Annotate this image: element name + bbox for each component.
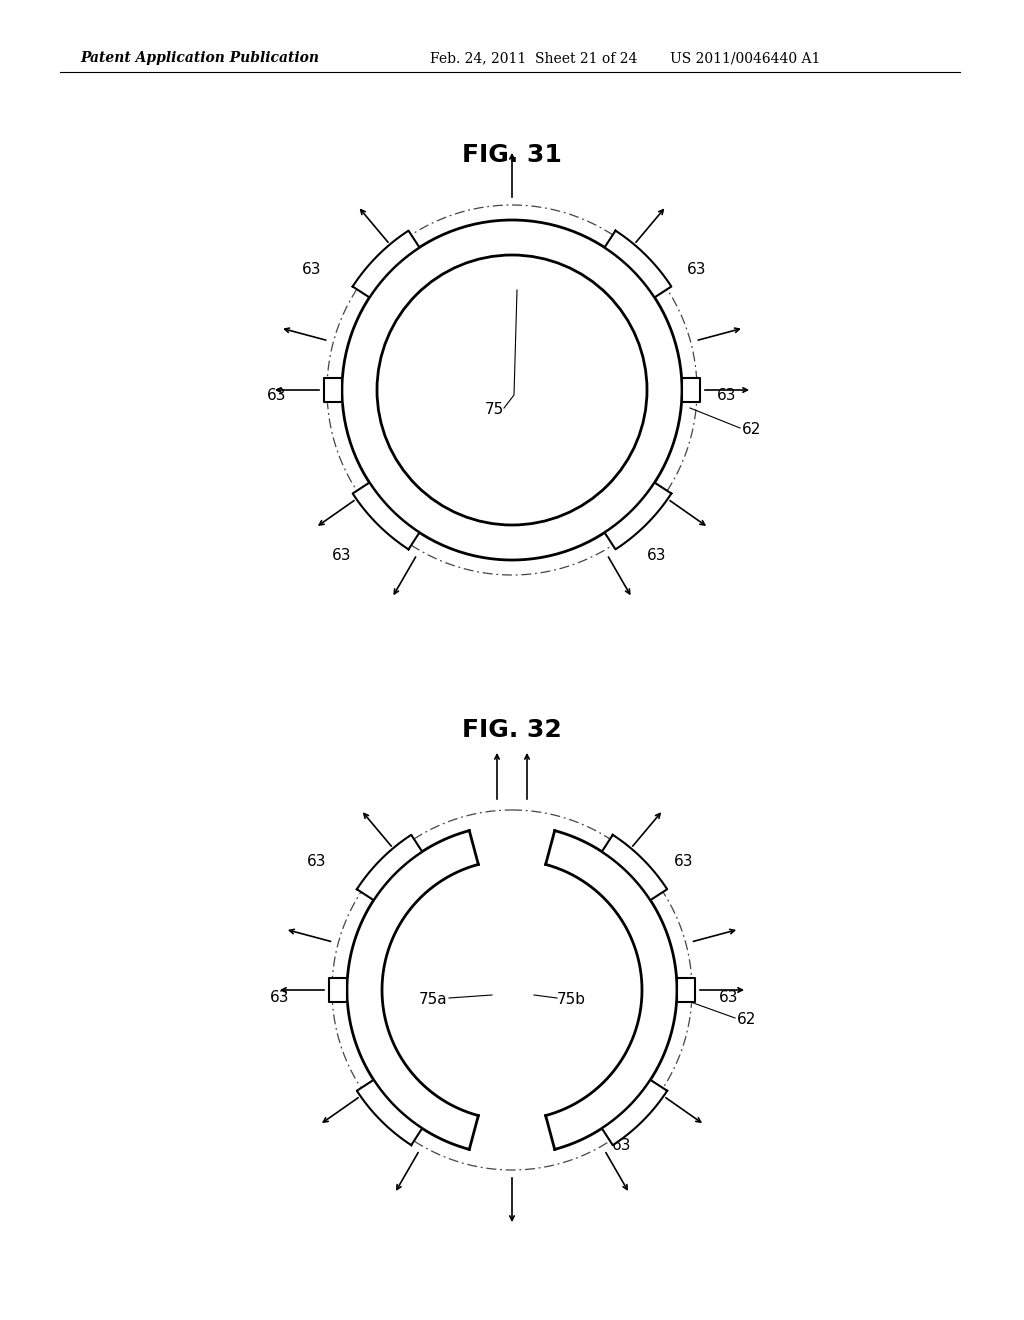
Text: 63: 63 (717, 388, 736, 403)
Text: 75a: 75a (419, 993, 447, 1007)
Polygon shape (604, 231, 672, 297)
Text: 63: 63 (687, 263, 707, 277)
Polygon shape (329, 978, 347, 1002)
Text: 63: 63 (647, 548, 667, 562)
Text: 62: 62 (742, 422, 762, 437)
Text: 75: 75 (484, 403, 504, 417)
Polygon shape (602, 834, 668, 900)
Text: US 2011/0046440 A1: US 2011/0046440 A1 (670, 51, 820, 65)
Text: 62: 62 (737, 1012, 757, 1027)
Text: 63: 63 (332, 548, 352, 562)
Text: 63: 63 (612, 1138, 632, 1152)
Text: Patent Application Publication: Patent Application Publication (80, 51, 319, 65)
Text: 63: 63 (719, 990, 738, 1006)
Polygon shape (324, 378, 342, 403)
Polygon shape (352, 231, 420, 297)
Text: 63: 63 (674, 854, 693, 870)
Text: FIG. 31: FIG. 31 (462, 143, 562, 168)
Text: 63: 63 (307, 854, 327, 870)
Text: Feb. 24, 2011  Sheet 21 of 24: Feb. 24, 2011 Sheet 21 of 24 (430, 51, 637, 65)
Text: 63: 63 (267, 388, 287, 403)
Polygon shape (352, 483, 420, 549)
Polygon shape (682, 378, 700, 403)
Text: 63: 63 (270, 990, 290, 1006)
Polygon shape (602, 1080, 668, 1146)
Text: 63: 63 (302, 263, 322, 277)
Text: FIG. 32: FIG. 32 (462, 718, 562, 742)
Polygon shape (356, 834, 422, 900)
Polygon shape (356, 1080, 422, 1146)
Text: 75b: 75b (557, 993, 586, 1007)
Polygon shape (677, 978, 695, 1002)
Polygon shape (604, 483, 672, 549)
